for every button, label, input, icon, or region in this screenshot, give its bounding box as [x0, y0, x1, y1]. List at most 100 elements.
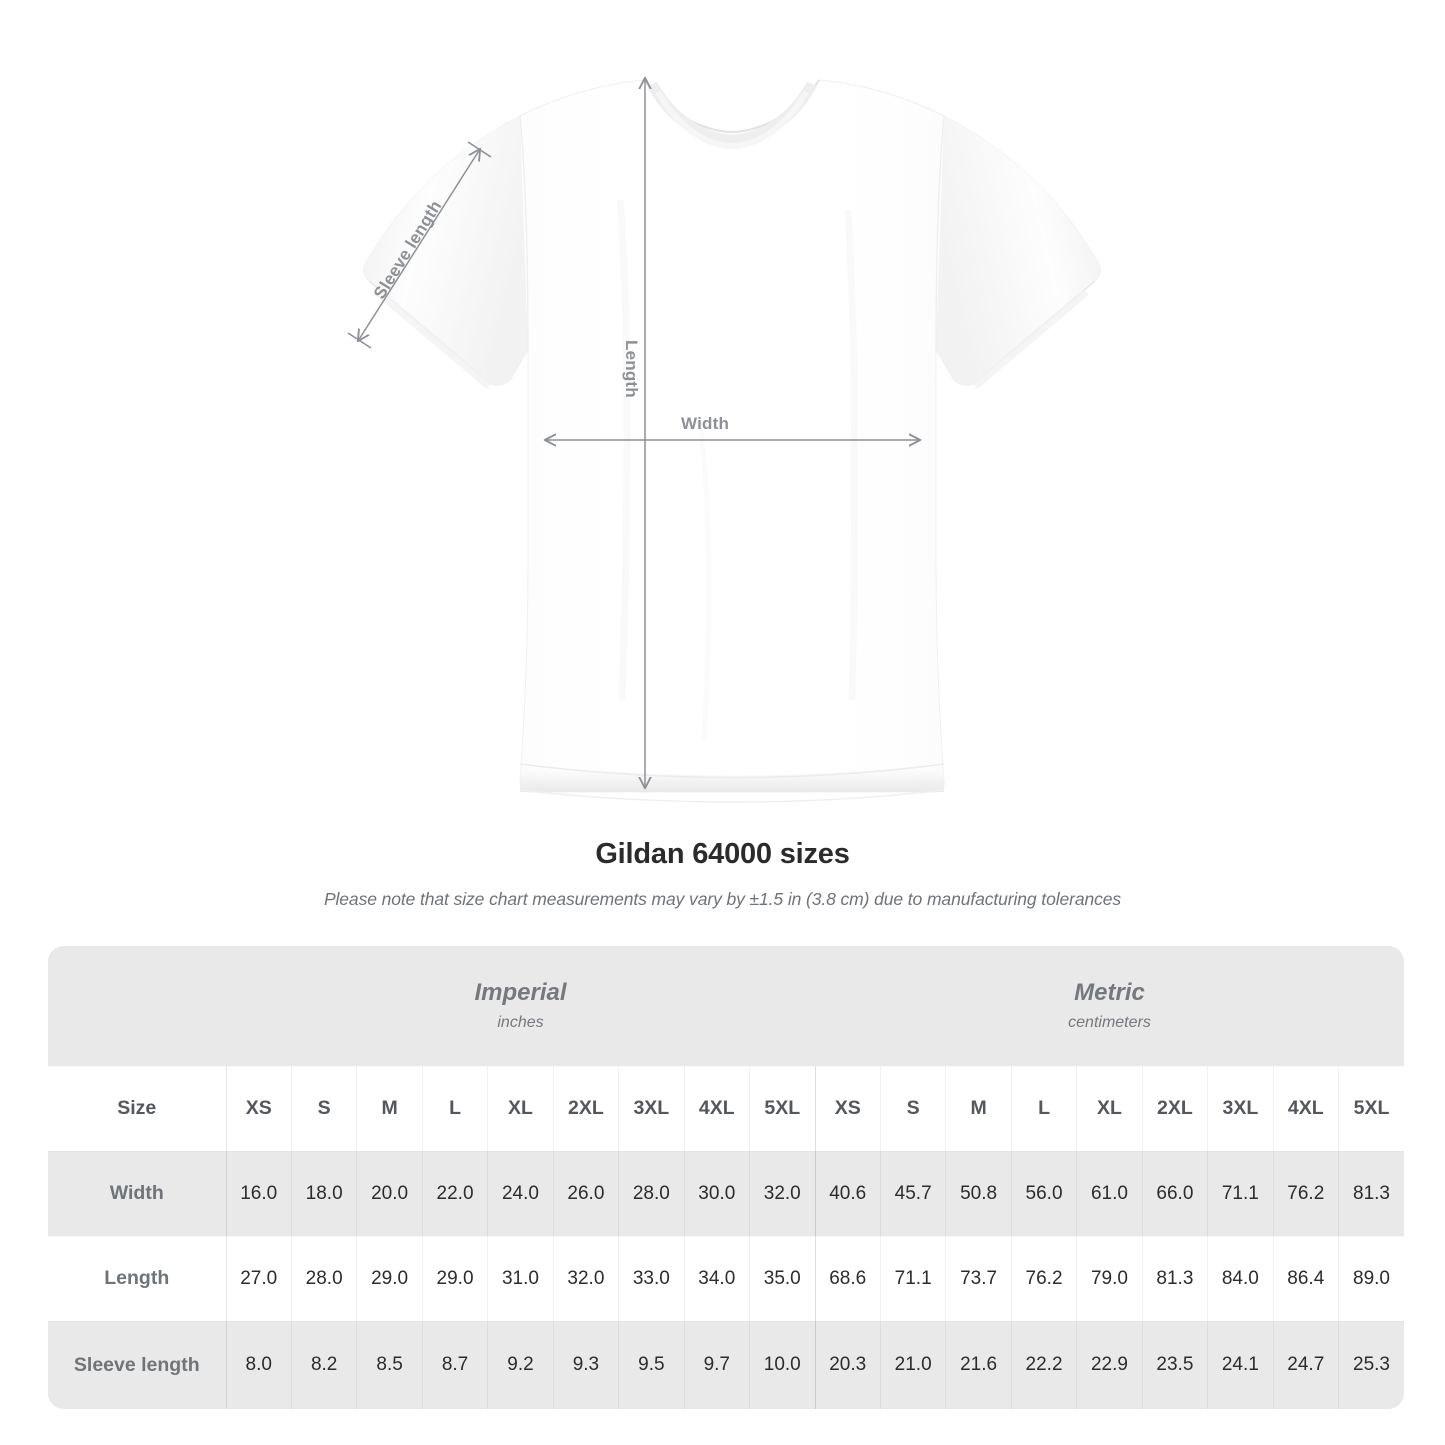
cell-width-metric-s: 45.7	[880, 1151, 947, 1236]
cell-length-metric-3xl: 84.0	[1207, 1236, 1274, 1321]
metric-unit: centimeters	[1068, 1013, 1151, 1031]
title-block: Gildan 64000 sizes Please note that size…	[0, 838, 1445, 910]
cell-width-metric-l: 56.0	[1011, 1151, 1078, 1236]
cell-width-metric-4xl: 76.2	[1273, 1151, 1340, 1236]
tolerance-note: Please note that size chart measurements…	[323, 889, 1122, 909]
table-row: Length 27.0 28.0 29.0 29.0 31.0 32.0 33.…	[48, 1236, 1404, 1321]
cell-length-metric-4xl: 86.4	[1273, 1236, 1340, 1321]
row-label-length: Length	[48, 1236, 227, 1321]
col-header-imperial-5xl: 5XL	[749, 1066, 816, 1151]
size-chart-table: Imperial inches Metric centimeters Size …	[48, 946, 1404, 1409]
length-label: Length	[622, 340, 641, 398]
cell-length-metric-m: 73.7	[945, 1236, 1012, 1321]
cell-sleeve-imperial-4xl: 9.7	[684, 1321, 751, 1409]
cell-sleeve-imperial-l: 8.7	[422, 1321, 489, 1409]
metric-label: Metric	[1074, 978, 1145, 1006]
imperial-unit: inches	[497, 1013, 544, 1031]
cell-length-imperial-4xl: 34.0	[684, 1236, 751, 1321]
system-spacer-cell	[48, 946, 226, 1066]
cell-width-imperial-l: 22.0	[422, 1151, 489, 1236]
cell-length-metric-l: 76.2	[1011, 1236, 1078, 1321]
cell-width-imperial-xs: 16.0	[226, 1151, 292, 1236]
cell-length-imperial-5xl: 35.0	[749, 1236, 816, 1321]
cell-length-metric-s: 71.1	[880, 1236, 947, 1321]
col-header-metric-4xl: 4XL	[1273, 1066, 1340, 1151]
imperial-label: Imperial	[474, 978, 567, 1006]
metric-system-header: Metric centimeters	[815, 946, 1404, 1066]
cell-sleeve-imperial-xl: 9.2	[487, 1321, 554, 1409]
cell-sleeve-metric-s: 21.0	[880, 1321, 947, 1409]
col-header-imperial-xs: XS	[226, 1066, 292, 1151]
tshirt-body-shape	[363, 79, 1101, 803]
col-header-imperial-3xl: 3XL	[618, 1066, 685, 1151]
row-label-width: Width	[48, 1151, 227, 1236]
cell-width-imperial-4xl: 30.0	[684, 1151, 751, 1236]
width-label: Width	[681, 414, 730, 433]
col-header-metric-xl: XL	[1076, 1066, 1143, 1151]
cell-length-metric-xs: 68.6	[815, 1236, 881, 1321]
cell-width-imperial-3xl: 28.0	[618, 1151, 685, 1236]
cell-sleeve-metric-2xl: 23.5	[1142, 1321, 1209, 1409]
cell-length-metric-5xl: 89.0	[1338, 1236, 1404, 1321]
col-header-imperial-2xl: 2XL	[553, 1066, 620, 1151]
sleeve-length-arrow	[347, 141, 492, 349]
col-header-metric-s: S	[880, 1066, 947, 1151]
col-header-imperial-m: M	[356, 1066, 423, 1151]
cell-sleeve-metric-5xl: 25.3	[1338, 1321, 1404, 1409]
size-header-label: Size	[48, 1066, 227, 1151]
col-header-metric-2xl: 2XL	[1142, 1066, 1209, 1151]
unit-system-header-row: Imperial inches Metric centimeters	[48, 946, 1404, 1066]
table-row: Width 16.0 18.0 20.0 22.0 24.0 26.0 28.0…	[48, 1151, 1404, 1236]
page-title: Gildan 64000 sizes	[595, 838, 850, 870]
col-header-metric-5xl: 5XL	[1338, 1066, 1404, 1151]
cell-length-imperial-2xl: 32.0	[553, 1236, 620, 1321]
cell-width-imperial-s: 18.0	[291, 1151, 358, 1236]
cell-width-metric-m: 50.8	[945, 1151, 1012, 1236]
cell-length-imperial-m: 29.0	[356, 1236, 423, 1321]
table-row: Sleeve length 8.0 8.2 8.5 8.7 9.2 9.3 9.…	[48, 1321, 1404, 1409]
cell-sleeve-imperial-3xl: 9.5	[618, 1321, 685, 1409]
row-label-sleeve-length: Sleeve length	[48, 1321, 227, 1409]
cell-width-imperial-xl: 24.0	[487, 1151, 554, 1236]
cell-length-imperial-3xl: 33.0	[618, 1236, 685, 1321]
cell-length-imperial-xs: 27.0	[226, 1236, 292, 1321]
cell-width-metric-xl: 61.0	[1076, 1151, 1143, 1236]
cell-sleeve-imperial-5xl: 10.0	[749, 1321, 816, 1409]
cell-length-imperial-s: 28.0	[291, 1236, 358, 1321]
table-header-row: Size XS S M L XL 2XL 3XL 4XL 5XL XS S M …	[48, 1066, 1404, 1151]
cell-width-imperial-5xl: 32.0	[749, 1151, 816, 1236]
tshirt-diagram: Sleeve length Length Width	[347, 0, 1101, 803]
tshirt-illustration-svg	[347, 0, 1101, 803]
col-header-metric-xs: XS	[815, 1066, 881, 1151]
cell-sleeve-metric-3xl: 24.1	[1207, 1321, 1274, 1409]
cell-length-imperial-l: 29.0	[422, 1236, 489, 1321]
cell-width-imperial-2xl: 26.0	[553, 1151, 620, 1236]
col-header-metric-3xl: 3XL	[1207, 1066, 1274, 1151]
cell-width-metric-xs: 40.6	[815, 1151, 881, 1236]
imperial-system-header: Imperial inches	[226, 946, 816, 1066]
cell-length-metric-xl: 79.0	[1076, 1236, 1143, 1321]
cell-sleeve-metric-4xl: 24.7	[1273, 1321, 1340, 1409]
size-chart-table-wrapper: Imperial inches Metric centimeters Size …	[48, 946, 1404, 1409]
cell-sleeve-imperial-s: 8.2	[291, 1321, 358, 1409]
col-header-metric-m: M	[945, 1066, 1012, 1151]
cell-sleeve-imperial-2xl: 9.3	[553, 1321, 620, 1409]
cell-sleeve-metric-l: 22.2	[1011, 1321, 1078, 1409]
col-header-imperial-l: L	[422, 1066, 489, 1151]
cell-sleeve-metric-m: 21.6	[945, 1321, 1012, 1409]
col-header-imperial-s: S	[291, 1066, 358, 1151]
cell-length-imperial-xl: 31.0	[487, 1236, 554, 1321]
cell-width-metric-3xl: 71.1	[1207, 1151, 1274, 1236]
cell-sleeve-metric-xs: 20.3	[815, 1321, 881, 1409]
cell-width-metric-5xl: 81.3	[1338, 1151, 1404, 1236]
cell-sleeve-metric-xl: 22.9	[1076, 1321, 1143, 1409]
cell-width-imperial-m: 20.0	[356, 1151, 423, 1236]
cell-sleeve-imperial-m: 8.5	[356, 1321, 423, 1409]
cell-width-metric-2xl: 66.0	[1142, 1151, 1209, 1236]
cell-sleeve-imperial-xs: 8.0	[226, 1321, 292, 1409]
cell-length-metric-2xl: 81.3	[1142, 1236, 1209, 1321]
col-header-imperial-xl: XL	[487, 1066, 554, 1151]
col-header-metric-l: L	[1011, 1066, 1078, 1151]
col-header-imperial-4xl: 4XL	[684, 1066, 751, 1151]
